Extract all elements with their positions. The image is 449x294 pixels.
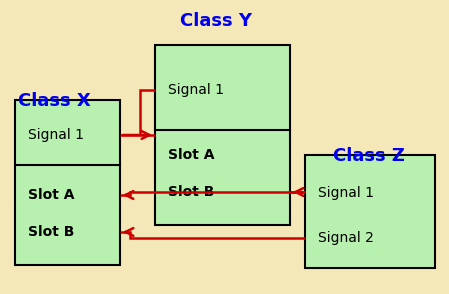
Bar (305, 155, 435, 268)
Bar (15, 100, 120, 265)
Text: Slot B: Slot B (28, 225, 75, 239)
Text: Slot A: Slot A (28, 188, 75, 202)
Text: Class Y: Class Y (180, 12, 252, 30)
Text: Slot A: Slot A (168, 148, 215, 162)
Text: Signal 1: Signal 1 (168, 83, 224, 97)
Text: Class X: Class X (18, 92, 91, 110)
Text: Signal 1: Signal 1 (28, 128, 84, 142)
Bar (155, 45, 290, 225)
Text: Signal 2: Signal 2 (318, 231, 374, 245)
Text: Signal 1: Signal 1 (318, 186, 374, 200)
Text: Slot B: Slot B (168, 185, 214, 199)
Text: Class Z: Class Z (333, 147, 405, 165)
